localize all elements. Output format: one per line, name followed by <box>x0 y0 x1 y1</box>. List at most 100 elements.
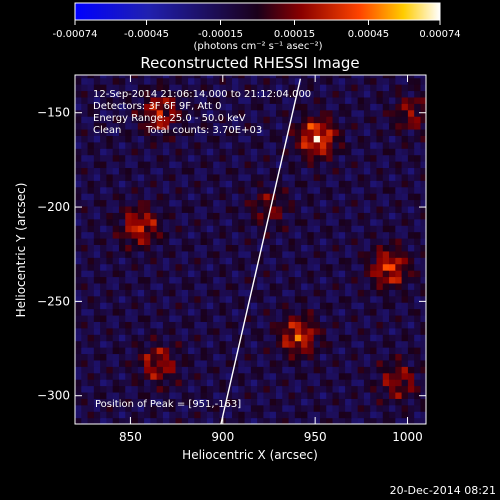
heatmap-cell <box>137 173 145 181</box>
heatmap-cell <box>118 77 126 85</box>
heatmap-cell <box>338 154 346 162</box>
heatmap-cell <box>288 411 296 419</box>
heatmap-cell <box>244 379 252 387</box>
heatmap-cell <box>401 237 409 245</box>
heatmap-cell <box>232 347 239 355</box>
heatmap-cell <box>112 237 120 245</box>
heatmap-cell <box>75 148 82 156</box>
heatmap-cell <box>125 244 133 252</box>
heatmap-cell <box>200 308 208 316</box>
heatmap-cell <box>363 103 371 111</box>
heatmap-cell <box>106 417 114 424</box>
heatmap-cell <box>131 135 139 143</box>
heatmap-cell <box>238 372 246 380</box>
heatmap-cell <box>282 353 290 361</box>
heatmap-cell <box>206 353 214 361</box>
heatmap-cell <box>194 411 202 419</box>
heatmap-cell <box>112 391 120 399</box>
heatmap-cell <box>238 270 246 278</box>
heatmap-cell <box>288 321 296 329</box>
heatmap-cell <box>93 180 101 188</box>
heatmap-cell <box>213 84 221 92</box>
heatmap-cell <box>307 212 315 220</box>
heatmap-cell <box>188 276 195 284</box>
heatmap-cell <box>363 385 371 393</box>
heatmap-cell <box>351 398 359 406</box>
heatmap-cell <box>269 225 277 233</box>
heatmap-cell <box>420 244 426 252</box>
heatmap-cell <box>156 225 164 233</box>
heatmap-cell <box>188 161 195 169</box>
heatmap-cell <box>250 417 258 424</box>
heatmap-cell <box>282 225 290 233</box>
heatmap-cell <box>319 314 327 322</box>
heatmap-cell <box>238 398 246 406</box>
heatmap-cell <box>75 340 82 348</box>
heatmap-cell <box>188 404 195 412</box>
heatmap-cell <box>294 148 302 156</box>
heatmap-cell <box>313 276 321 284</box>
heatmap-cell <box>351 270 359 278</box>
heatmap-cell <box>307 282 315 290</box>
heatmap-cell <box>269 321 277 329</box>
heatmap-cell <box>112 327 120 335</box>
heatmap-cell <box>395 257 403 265</box>
heatmap-cell <box>213 135 221 143</box>
heatmap-cell <box>125 77 133 85</box>
heatmap-cell <box>376 77 384 85</box>
heatmap-cell <box>382 372 390 380</box>
heatmap-cell <box>301 141 308 149</box>
heatmap-cell <box>206 109 214 117</box>
heatmap-cell <box>257 135 265 143</box>
heatmap-cell <box>118 193 126 201</box>
heatmap-cell <box>100 77 107 85</box>
heatmap-cell <box>288 193 296 201</box>
heatmap-cell <box>87 359 95 367</box>
heatmap-cell <box>420 122 426 130</box>
heatmap-cell <box>282 295 290 303</box>
heatmap-cell <box>389 404 396 412</box>
heatmap-cell <box>319 128 327 136</box>
heatmap-cell <box>156 391 164 399</box>
heatmap-cell <box>150 263 158 271</box>
heatmap-cell <box>263 340 271 348</box>
heatmap-cell <box>244 385 252 393</box>
heatmap-cell <box>382 302 390 310</box>
heatmap-cell <box>238 340 246 348</box>
heatmap-cell <box>357 199 365 207</box>
heatmap-cell <box>363 308 371 316</box>
heatmap-cell <box>131 186 139 194</box>
heatmap-cell <box>100 366 107 374</box>
heatmap-cell <box>307 161 315 169</box>
heatmap-cell <box>188 237 195 245</box>
heatmap-cell <box>87 154 95 162</box>
heatmap-cell <box>370 244 378 252</box>
heatmap-cell <box>414 161 422 169</box>
heatmap-cell <box>169 359 177 367</box>
heatmap-cell <box>395 282 403 290</box>
heatmap-cell <box>206 193 214 201</box>
heatmap-cell <box>357 359 365 367</box>
heatmap-cell <box>194 282 202 290</box>
heatmap-cell <box>282 84 290 92</box>
heatmap-cell <box>232 109 239 117</box>
heatmap-cell <box>363 340 371 348</box>
heatmap-cell <box>118 231 126 239</box>
heatmap-cell <box>263 250 271 258</box>
heatmap-cell <box>414 193 422 201</box>
heatmap-cell <box>376 75 384 79</box>
heatmap-cell <box>106 263 114 271</box>
heatmap-cell <box>332 231 340 239</box>
heatmap-cell <box>288 84 296 92</box>
heatmap-cell <box>263 327 271 335</box>
heatmap-cell <box>313 282 321 290</box>
heatmap-cell <box>357 321 365 329</box>
heatmap-cell <box>144 231 151 239</box>
heatmap-cell <box>407 321 415 329</box>
heatmap-cell <box>301 122 308 130</box>
heatmap-cell <box>288 154 296 162</box>
heatmap-cell <box>112 250 120 258</box>
heatmap-cell <box>319 244 327 252</box>
heatmap-cell <box>131 128 139 136</box>
